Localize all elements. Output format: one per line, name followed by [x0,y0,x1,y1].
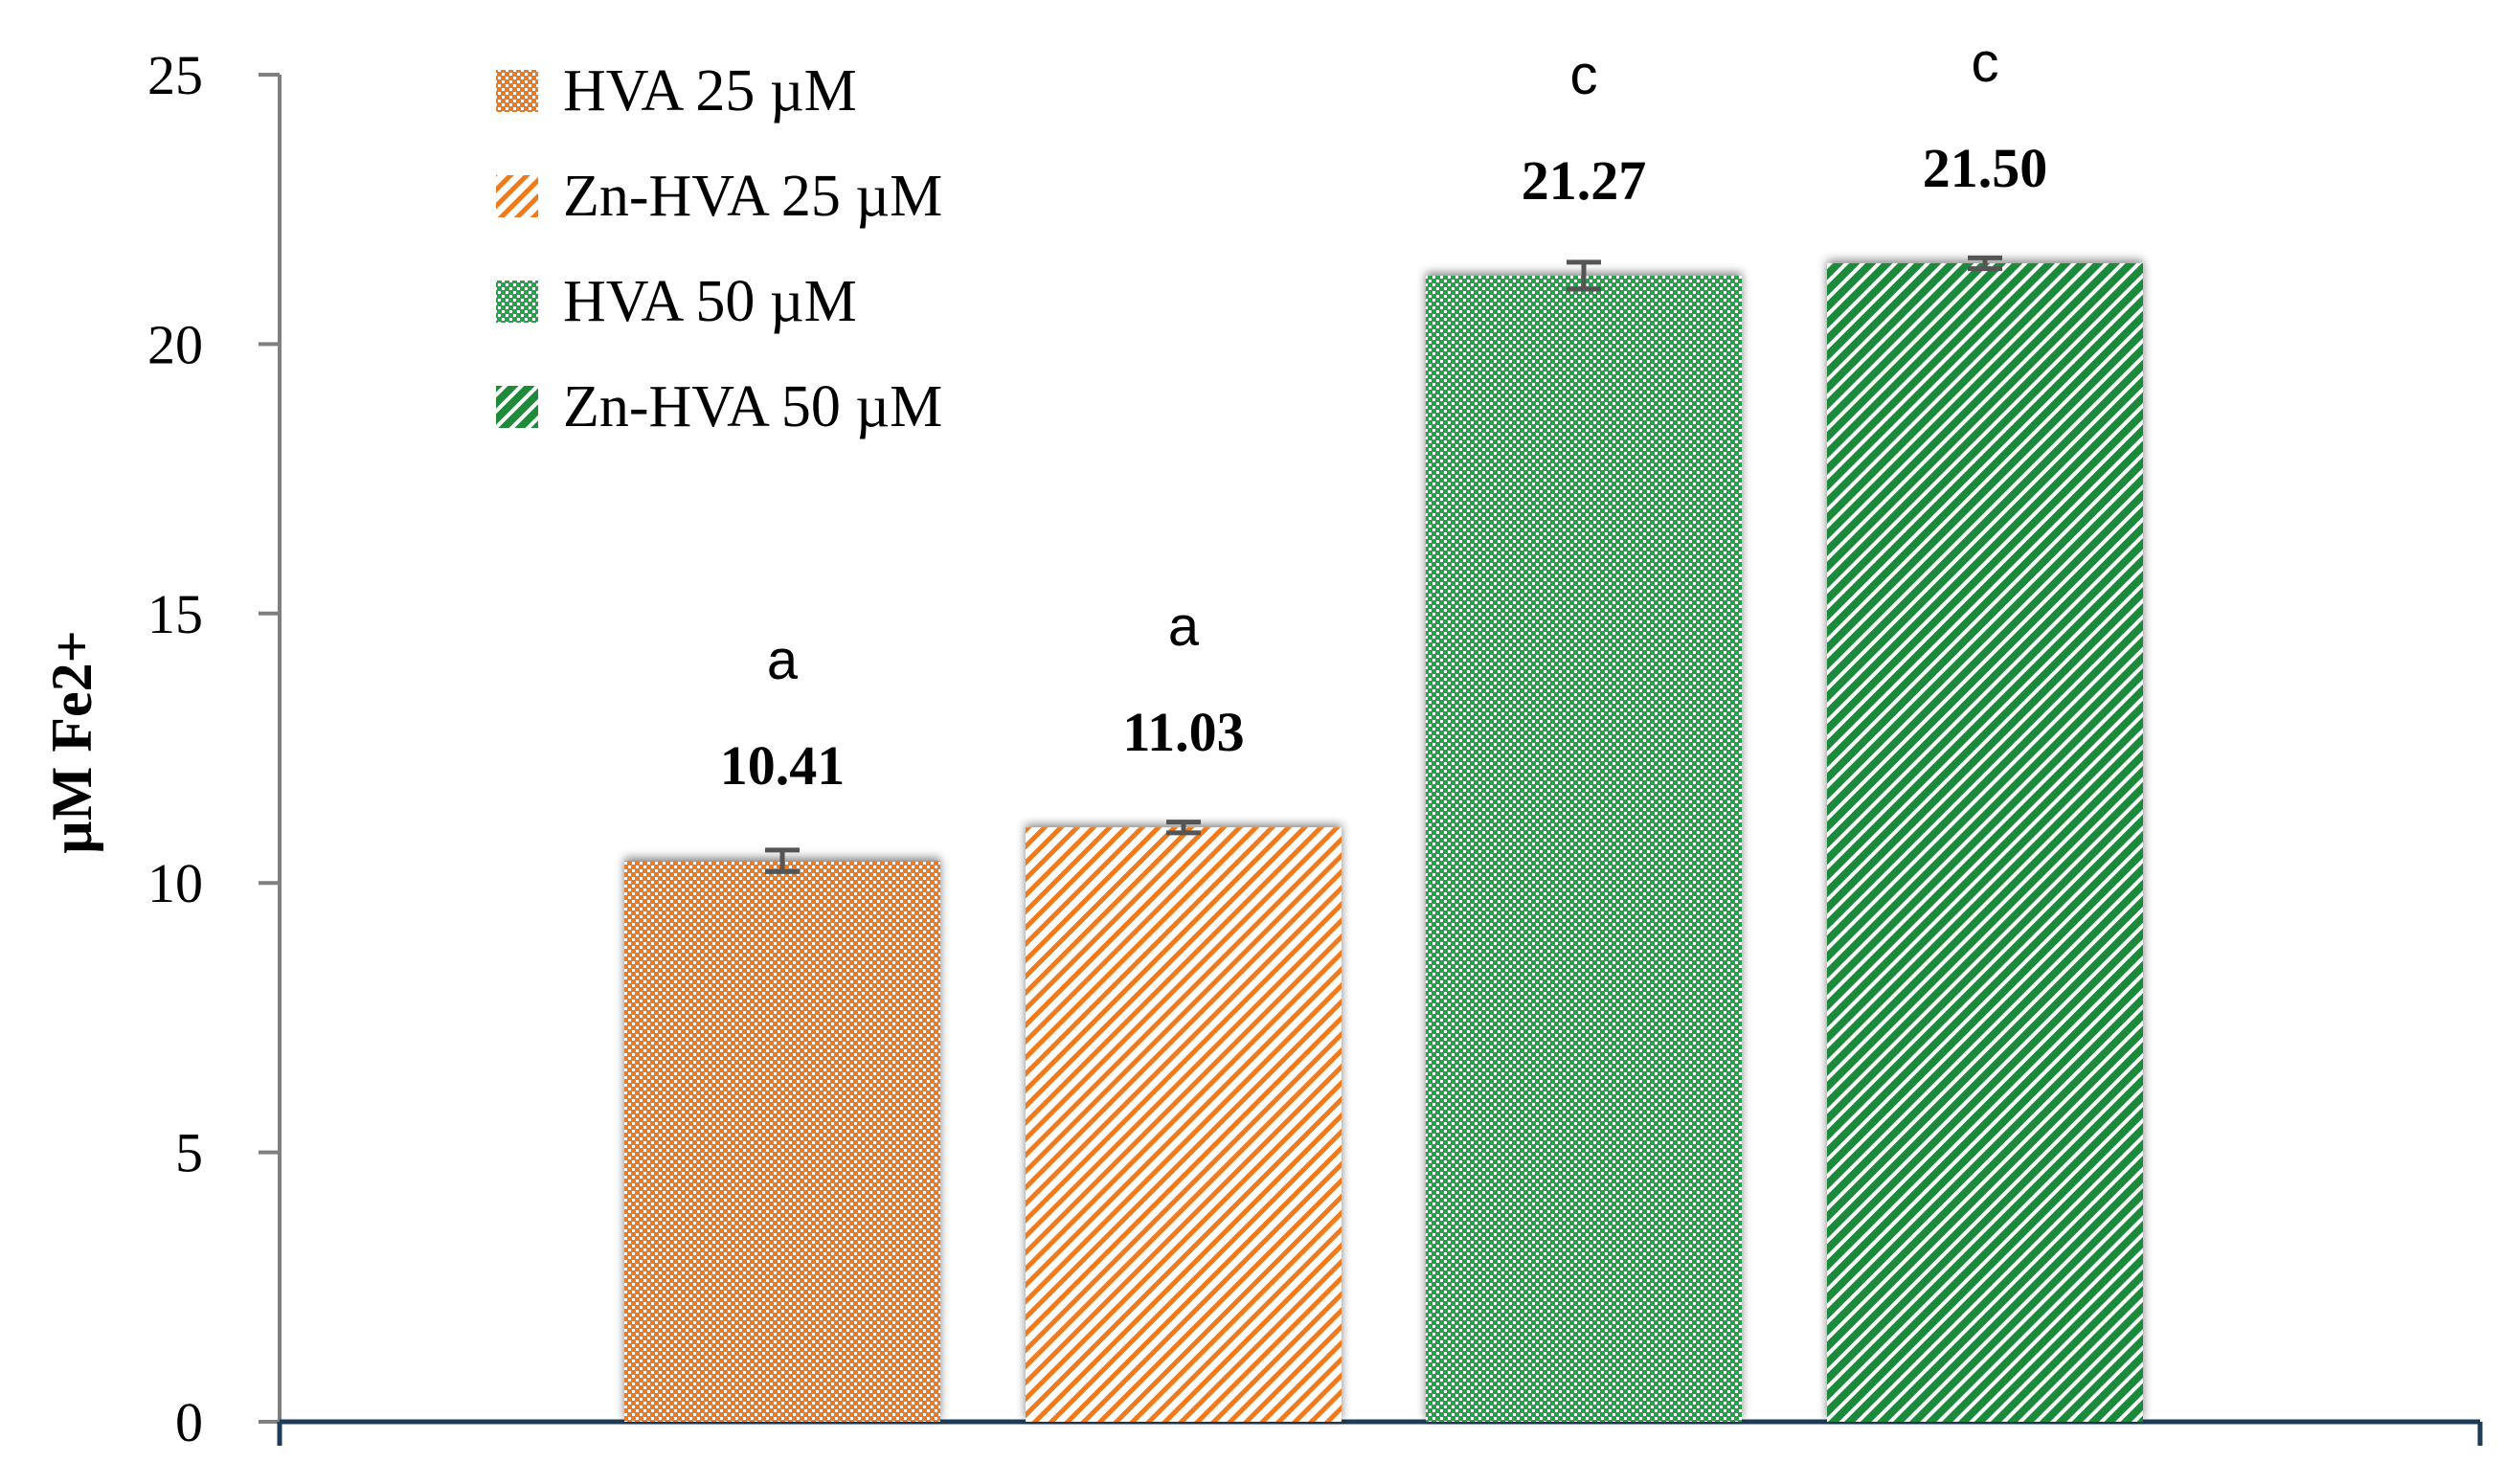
significance-letter: a [1168,596,1200,658]
bar [1426,275,1742,1422]
bar [1827,262,2143,1423]
data-label: 11.03 [1122,701,1244,763]
legend-swatch [496,281,538,323]
legend-label: Zn-HVA 50 µM [563,374,942,439]
significance-letter: c [1972,32,1999,94]
legend-swatch [496,386,538,428]
y-tick-label: 25 [147,44,203,106]
significance-letter: a [767,629,799,691]
data-label: 21.27 [1522,149,1647,212]
significance-letter: c [1570,44,1598,106]
legend: HVA 25 µM Zn-HVA 25 µM HVA 50 µM Zn-HVA 50 … [496,58,942,439]
legend-swatch [496,175,538,217]
y-tick-label: 15 [147,583,203,645]
data-label: 10.41 [720,734,846,797]
y-tick-label: 20 [147,313,203,375]
legend-label: HVA 25 µM [563,58,857,124]
y-tick-label: 0 [175,1391,203,1453]
y-tick-label: 10 [147,852,203,914]
y-axis-label: µM Fe2+ [40,630,103,854]
data-label: 21.50 [1923,137,2048,199]
legend-label: HVA 50 µM [563,269,857,334]
bars: 10.41 a 11.03 a 21.27 c 21.50 c [624,32,2143,1423]
y-tick-label: 5 [175,1122,203,1184]
legend-swatch [496,70,538,112]
bar [1026,827,1342,1422]
bar [624,861,940,1422]
legend-label: Zn-HVA 25 µM [563,164,942,229]
